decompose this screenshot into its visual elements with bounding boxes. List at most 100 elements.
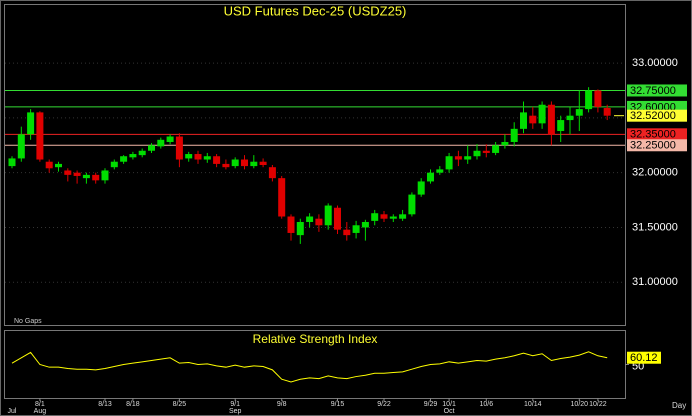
level-label: 32.75000: [630, 85, 676, 97]
x-tick-label: 9/15: [331, 401, 345, 408]
x-tick-label: 10/14: [524, 401, 542, 408]
candle-body: [17, 134, 25, 159]
last-price-box: [627, 109, 687, 122]
candle-body: [529, 115, 537, 124]
rsi-last-box: [627, 351, 661, 364]
candle-body: [82, 174, 90, 179]
candle-body: [8, 158, 16, 167]
candle-body: [278, 178, 286, 217]
candle-body: [427, 172, 434, 182]
rsi-line: [11, 351, 608, 383]
candle-body: [101, 170, 109, 181]
candle-body: [120, 156, 128, 162]
month-label: Aug: [34, 408, 47, 415]
x-tick-label: 9/22: [377, 401, 391, 408]
candle-body: [575, 109, 583, 116]
candle-body: [306, 216, 314, 222]
candle-body: [194, 154, 202, 160]
candle-body: [408, 194, 416, 215]
month-label: Oct: [444, 408, 455, 415]
candle-body: [343, 229, 351, 236]
candle-body: [110, 161, 118, 168]
candle-body: [380, 214, 388, 219]
candle-body: [445, 156, 453, 170]
candle-body: [482, 150, 490, 153]
candle-body: [315, 218, 323, 226]
candle-body: [175, 136, 183, 160]
candle-body: [268, 167, 276, 179]
candle-body: [213, 156, 221, 164]
y-tick-label: 31.00000: [632, 276, 678, 288]
y-tick-label: 31.50000: [632, 221, 678, 233]
rsi-title: Relative Strength Index: [253, 332, 378, 346]
candle-body: [603, 108, 611, 116]
candle-body: [27, 112, 35, 135]
y-tick-label: 32.00000: [632, 167, 678, 179]
candle-body: [166, 136, 174, 142]
candle-body: [45, 161, 53, 169]
candle-body: [371, 213, 379, 221]
candle-body: [501, 141, 509, 146]
candle-body: [73, 172, 81, 176]
candle-body: [594, 90, 602, 107]
month-label: Sep: [229, 408, 242, 415]
candle-body: [92, 174, 100, 181]
candle-body: [557, 120, 565, 132]
candle-body: [64, 170, 72, 175]
x-tick-label: 8/25: [173, 401, 187, 408]
x-tick-label: 8/18: [126, 401, 140, 408]
level-label-box: [627, 139, 687, 152]
candle-body: [547, 104, 555, 135]
x-tick-label: 10/1: [442, 401, 456, 408]
candle-body: [520, 112, 527, 129]
level-label: 32.25000: [630, 140, 676, 152]
no-gaps-note: No Gaps: [14, 318, 42, 325]
x-tick-label: 10/20: [571, 401, 589, 408]
candle-body: [417, 181, 425, 195]
candle-body: [231, 159, 239, 167]
candle-body: [538, 104, 546, 124]
candle-body: [585, 90, 593, 110]
candle-body: [473, 150, 481, 157]
candle-body: [250, 161, 258, 167]
candle-body: [492, 145, 500, 153]
candle-body: [148, 145, 155, 151]
candle-body: [287, 216, 295, 233]
x-tick-label: 10/22: [589, 401, 607, 408]
x-tick-label: 9/1: [230, 401, 240, 408]
level-label: 32.35000: [630, 129, 676, 141]
level-label-box: [627, 128, 687, 141]
x-axis-label: Day: [672, 401, 686, 410]
candle-body: [399, 214, 407, 219]
month-label: Jul: [8, 408, 17, 415]
chart-title: USD Futures Dec-25 (USDZ25): [224, 3, 407, 18]
candle-body: [436, 169, 444, 173]
y-tick-label: 33.00000: [632, 57, 678, 69]
candle-body: [129, 154, 137, 158]
candle-body: [510, 128, 518, 142]
candle-body: [55, 163, 62, 168]
x-tick-label: 8/13: [98, 401, 112, 408]
candle-body: [464, 156, 472, 160]
candle-body: [185, 154, 193, 159]
candle-body: [241, 159, 248, 167]
candle-body: [352, 225, 360, 233]
candle-body: [222, 163, 230, 168]
last-price-label: 32.52000: [630, 110, 676, 122]
candle-body: [36, 112, 44, 160]
candle-body: [334, 207, 341, 230]
candle-body: [361, 221, 369, 228]
rsi-last-label: 60.12: [630, 352, 658, 364]
candle-body: [454, 156, 462, 160]
candle-body: [324, 205, 332, 226]
candle-body: [138, 150, 146, 156]
x-tick-label: 10/6: [479, 401, 493, 408]
x-tick-label: 9/29: [424, 401, 438, 408]
x-tick-label: 8/1: [35, 401, 45, 408]
candle-body: [296, 221, 304, 236]
candle-body: [259, 161, 267, 165]
main-panel: [4, 4, 626, 326]
